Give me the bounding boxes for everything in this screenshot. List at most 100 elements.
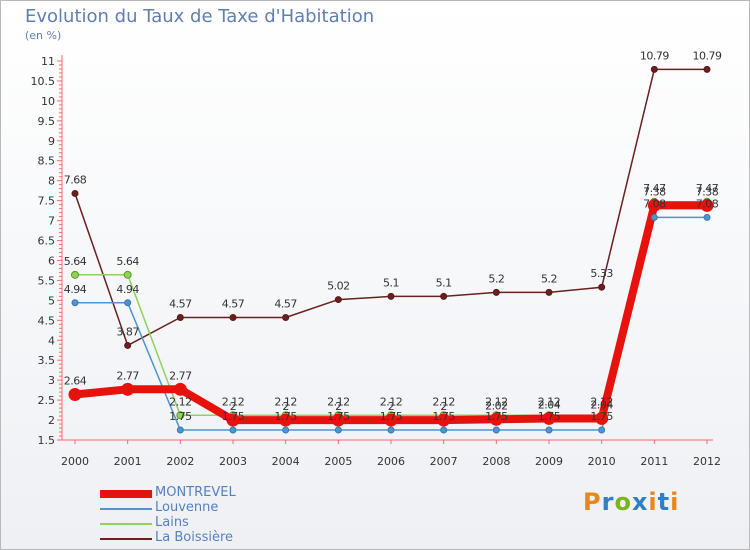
- data-point: [650, 65, 658, 73]
- data-point: [598, 283, 606, 291]
- x-tick-label: 2008: [482, 455, 510, 468]
- y-tick-label: 1.5: [38, 434, 56, 447]
- data-label: 7.08: [643, 197, 666, 210]
- logo-letter: t: [657, 488, 671, 516]
- data-label: 2: [335, 400, 342, 413]
- x-tick-label: 2009: [535, 455, 563, 468]
- data-label: 5.1: [383, 276, 399, 289]
- data-point: [124, 341, 132, 349]
- x-tick-label: 2012: [693, 455, 721, 468]
- data-point: [282, 426, 290, 434]
- data-label: 2.02: [485, 399, 508, 412]
- data-label: 3.87: [116, 325, 139, 338]
- data-label: 2.12: [274, 395, 297, 408]
- logo-letter: P: [583, 488, 602, 516]
- data-point: [226, 413, 240, 427]
- data-label: 2: [282, 400, 289, 413]
- y-tick-label: 9: [48, 135, 55, 148]
- data-label: 4.94: [64, 283, 87, 296]
- legend-swatch-louvenne: [100, 508, 152, 510]
- data-label: 10.79: [693, 49, 722, 62]
- legend-swatch-lains: [100, 523, 152, 525]
- x-tick-label: 2001: [114, 455, 142, 468]
- data-label: 2.12: [590, 395, 613, 408]
- data-label: 2: [388, 400, 395, 413]
- y-tick-label: 8.5: [38, 155, 56, 168]
- data-label: 7.68: [64, 173, 87, 186]
- data-point: [121, 382, 135, 396]
- data-point: [282, 314, 290, 322]
- data-point: [124, 299, 132, 307]
- y-tick-label: 7.5: [38, 195, 56, 208]
- data-label: 2.12: [538, 395, 561, 408]
- data-label: 1.75: [222, 410, 245, 423]
- y-tick-label: 2.5: [38, 394, 56, 407]
- data-label: 2.12: [485, 395, 508, 408]
- x-tick-label: 2010: [588, 455, 616, 468]
- y-tick-label: 8: [48, 175, 55, 188]
- data-point: [229, 314, 237, 322]
- y-tick-label: 5.5: [38, 274, 56, 287]
- legend-label-lains: Lains: [155, 515, 189, 530]
- y-tick-label: 2: [48, 414, 55, 427]
- proxiti-logo: Proxiti: [583, 488, 679, 516]
- data-point: [334, 426, 342, 434]
- data-label: 2.04: [590, 398, 613, 411]
- data-label: 2.12: [380, 395, 403, 408]
- x-tick-label: 2000: [61, 455, 89, 468]
- data-label: 5.64: [116, 255, 139, 268]
- logo-letter: o: [614, 488, 632, 516]
- data-point: [595, 411, 609, 425]
- data-point: [700, 198, 714, 212]
- data-label: 7.47: [643, 182, 666, 195]
- data-point: [176, 426, 184, 434]
- data-label: 4.57: [274, 298, 297, 311]
- data-label: 1.75: [485, 410, 508, 423]
- data-label: 5.64: [64, 255, 87, 268]
- data-point: [71, 270, 79, 279]
- y-tick-label: 6.5: [38, 235, 56, 248]
- logo-letter: i: [670, 488, 680, 516]
- data-label: 7.38: [643, 185, 666, 198]
- data-label: 4.57: [222, 298, 245, 311]
- data-point: [650, 213, 658, 221]
- data-point: [647, 198, 661, 212]
- legend-label-la-boissiere: La Boissière: [155, 530, 234, 545]
- y-tick-label: 11: [41, 55, 55, 68]
- data-label: 1.75: [274, 410, 297, 423]
- data-label: 5.1: [436, 276, 452, 289]
- data-label: 2.77: [116, 369, 139, 382]
- data-point: [703, 65, 711, 73]
- data-point: [176, 314, 184, 322]
- data-label: 1.75: [432, 410, 455, 423]
- data-point: [437, 413, 451, 427]
- data-label: 7.08: [696, 197, 719, 210]
- data-label: 4.57: [169, 298, 192, 311]
- data-point: [545, 426, 553, 434]
- x-tick-label: 2007: [430, 455, 458, 468]
- data-point: [229, 426, 237, 434]
- x-tick-label: 2011: [640, 455, 668, 468]
- data-label: 2.64: [64, 375, 87, 388]
- data-label: 2.77: [169, 369, 192, 382]
- legend-label-louvenne: Louvenne: [155, 500, 219, 515]
- legend-swatch-la-boissiere: [100, 538, 152, 540]
- y-tick-label: 6: [48, 254, 55, 267]
- data-label: 1.75: [538, 410, 561, 423]
- y-tick-label: 4.5: [38, 314, 56, 327]
- x-tick-label: 2003: [219, 455, 247, 468]
- data-label: 2.12: [327, 395, 350, 408]
- data-point: [440, 426, 448, 434]
- data-label: 5.2: [488, 272, 504, 285]
- data-label: 7.38: [696, 185, 719, 198]
- data-label: 5.2: [541, 272, 557, 285]
- data-label: 4.94: [116, 283, 139, 296]
- data-point: [440, 292, 448, 300]
- y-tick-label: 9.5: [38, 115, 56, 128]
- data-point: [545, 288, 553, 296]
- data-label: 2: [440, 400, 447, 413]
- series-line-montrevel: [74, 201, 707, 425]
- x-tick-label: 2006: [377, 455, 405, 468]
- x-tick-label: 2004: [272, 455, 300, 468]
